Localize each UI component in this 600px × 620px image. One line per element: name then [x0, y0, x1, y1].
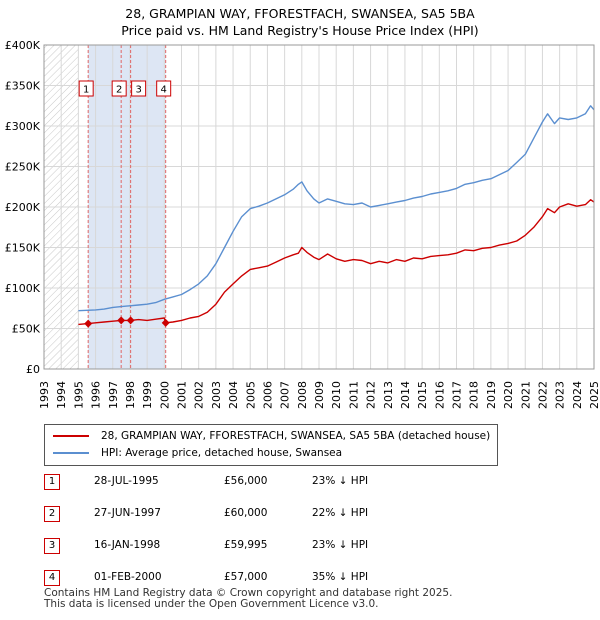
sale-point: [117, 316, 126, 325]
x-tick-label: 2013: [382, 381, 395, 409]
sale-price: £59,995: [224, 539, 268, 551]
sale-price: £57,000: [224, 571, 268, 583]
sale-label-text: 4: [161, 85, 167, 96]
price-chart: 1 2 3 4 £0 £50K £100K £150K £200K £250K £300K £350K…: [5, 39, 600, 409]
sale-label-text: 3: [135, 85, 141, 96]
y-tick-label: £250K: [5, 161, 41, 174]
chart-title-line1: 28, GRAMPIAN WAY, FFORESTFACH, SWANSEA, …: [125, 6, 475, 21]
hpi-line: [78, 105, 595, 312]
x-tick-label: 2006: [261, 381, 274, 409]
x-tick-label: 2002: [193, 381, 206, 409]
y-tick-label: £50K: [12, 323, 41, 336]
y-tick-label: £0: [26, 363, 40, 376]
sale-label-text: 2: [116, 85, 122, 96]
sale-price: £56,000: [224, 475, 268, 487]
x-tick-label: 2010: [330, 381, 343, 409]
sale-hpi-diff: 23% ↓ HPI: [312, 539, 369, 551]
sale-number-badge: 3: [44, 538, 60, 554]
footer-copyright: Contains HM Land Registry data © Crown c…: [44, 587, 453, 599]
x-tick-label: 2024: [571, 381, 584, 409]
x-tick-label: 2012: [365, 381, 378, 409]
x-tick-label: 2017: [451, 381, 464, 409]
sale-date: 28-JUL-1995: [94, 475, 159, 487]
legend-label-property: 28, GRAMPIAN WAY, FFORESTFACH, SWANSEA, …: [101, 430, 491, 442]
x-tick-label: 2014: [399, 381, 412, 409]
y-tick-label: £350K: [5, 80, 41, 93]
y-tick-label: £150K: [5, 242, 41, 255]
x-tick-label: 2022: [536, 381, 549, 409]
x-tick-label: 2015: [416, 381, 429, 409]
sale-row: 4 01-FEB-2000 £57,000 35% ↓ HPI: [44, 570, 464, 588]
x-tick-label: 2005: [244, 381, 257, 409]
x-tick-label: 2003: [210, 381, 223, 409]
chart-legend: 28, GRAMPIAN WAY, FFORESTFACH, SWANSEA, …: [44, 424, 498, 466]
footer-attribution: Contains HM Land Registry data © Crown c…: [44, 588, 452, 610]
sale-number-badge: 4: [44, 570, 60, 586]
x-tick-label: 1994: [55, 381, 68, 409]
sale-price: £60,000: [224, 507, 268, 519]
sale-number-badge: 2: [44, 506, 60, 522]
sale-date: 16-JAN-1998: [94, 539, 161, 551]
sale-label-box: [78, 80, 94, 97]
sale-hpi-diff: 22% ↓ HPI: [312, 507, 369, 519]
x-tick-label: 1996: [90, 381, 103, 409]
sale-date: 01-FEB-2000: [94, 571, 162, 583]
x-tick-label: 2018: [468, 381, 481, 409]
sale-number-badge: 1: [44, 474, 60, 490]
x-tick-label: 1993: [38, 381, 51, 409]
legend-swatch-property: [53, 435, 89, 437]
sale-hpi-diff: 35% ↓ HPI: [312, 571, 369, 583]
x-tick-label: 2019: [485, 381, 498, 409]
y-tick-label: £100K: [5, 282, 41, 295]
x-tick-label: 1995: [72, 381, 85, 409]
x-tick-label: 2016: [433, 381, 446, 409]
plot-frame: [43, 44, 595, 370]
x-tick-label: 2025: [588, 381, 600, 409]
x-tick-label: 1998: [124, 381, 137, 409]
y-tick-label: £300K: [5, 120, 41, 133]
sale-label-box: [156, 80, 172, 97]
y-tick-label: £400K: [5, 39, 41, 52]
x-tick-label: 2023: [554, 381, 567, 409]
x-tick-label: 2001: [176, 381, 189, 409]
x-tick-label: 2020: [502, 381, 515, 409]
sale-date: 27-JUN-1997: [94, 507, 161, 519]
x-tick-label: 2011: [347, 381, 360, 409]
x-tick-label: 2008: [296, 381, 309, 409]
y-tick-label: £200K: [5, 201, 41, 214]
legend-entry-property: 28, GRAMPIAN WAY, FFORESTFACH, SWANSEA, …: [53, 428, 490, 444]
footer-licence: This data is licensed under the Open Gov…: [44, 598, 379, 610]
x-tick-label: 2009: [313, 381, 326, 409]
x-tick-label: 1997: [107, 381, 120, 409]
sale-row: 1 28-JUL-1995 £56,000 23% ↓ HPI: [44, 474, 464, 492]
sale-label-box: [111, 80, 127, 97]
sale-point: [161, 318, 170, 327]
chart-title-line2: Price paid vs. HM Land Registry's House …: [121, 23, 479, 38]
x-tick-label: 2004: [227, 381, 240, 409]
x-tick-label: 2007: [279, 381, 292, 409]
x-tick-label: 2000: [158, 381, 171, 409]
sale-row: 2 27-JUN-1997 £60,000 22% ↓ HPI: [44, 506, 464, 524]
x-tick-label: 2021: [519, 381, 532, 409]
sale-label-text: 1: [83, 85, 89, 96]
sale-hpi-diff: 23% ↓ HPI: [312, 475, 369, 487]
sale-row: 3 16-JAN-1998 £59,995 23% ↓ HPI: [44, 538, 464, 556]
legend-entry-hpi: HPI: Average price, detached house, Swan…: [53, 445, 342, 461]
sale-point: [126, 316, 135, 325]
sale-point: [84, 319, 93, 328]
sale-label-box: [131, 80, 147, 97]
x-tick-label: 1999: [141, 381, 154, 409]
legend-label-hpi: HPI: Average price, detached house, Swan…: [101, 447, 343, 459]
legend-swatch-hpi: [53, 452, 89, 454]
